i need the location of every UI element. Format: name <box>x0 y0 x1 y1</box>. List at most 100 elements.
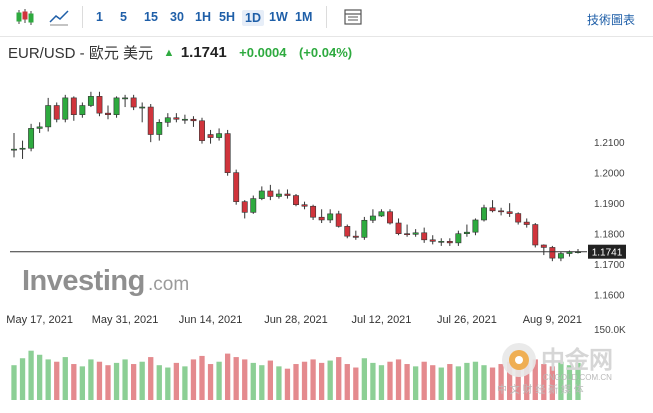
volume-bar <box>541 364 547 400</box>
candle <box>429 235 436 245</box>
volume-bar <box>387 361 393 400</box>
candle <box>549 245 556 262</box>
candle-body <box>549 247 556 259</box>
volume-bar <box>190 359 197 400</box>
volume-bar <box>182 366 188 400</box>
volume-bar <box>276 366 282 400</box>
candle <box>130 94 137 111</box>
candle <box>87 91 94 108</box>
candle <box>11 132 17 158</box>
candle <box>139 102 146 123</box>
area-chart-icon[interactable] <box>48 6 70 28</box>
volume-bar <box>318 362 325 400</box>
interval-1week[interactable]: 1W <box>269 10 288 24</box>
candle-body <box>147 106 154 135</box>
x-tick-label: Jun 14, 2021 <box>179 314 243 326</box>
y-tick-label: 1.1900 <box>594 199 625 210</box>
volume-bar <box>489 367 496 400</box>
candle-body <box>455 233 462 244</box>
candle <box>250 195 257 214</box>
interval-15min[interactable]: 15 <box>144 10 158 24</box>
candle-body <box>96 96 103 114</box>
candle <box>540 244 547 256</box>
volume-bar <box>173 362 180 400</box>
interval-5min[interactable]: 5 <box>120 10 127 24</box>
candle-body <box>87 96 94 106</box>
candle-body <box>318 216 325 221</box>
candle-body <box>224 133 231 173</box>
candle <box>233 169 240 205</box>
candle-body <box>429 239 436 242</box>
candle-body <box>250 198 257 213</box>
candle <box>523 218 530 228</box>
interval-1month[interactable]: 1M <box>295 10 313 24</box>
candle-body <box>532 224 539 246</box>
y-tick-label: 1.1700 <box>594 260 625 271</box>
volume-bar <box>233 357 239 400</box>
candle-body <box>130 97 137 108</box>
candle <box>79 102 86 118</box>
candle-body <box>472 219 479 233</box>
volume-bar <box>71 364 77 400</box>
volume-bar <box>344 364 350 400</box>
candle <box>395 218 402 236</box>
volume-bar <box>524 362 530 400</box>
candle <box>446 238 453 246</box>
candlestick-chart-icon[interactable] <box>14 6 36 28</box>
candle-body <box>79 105 86 115</box>
candle-body <box>28 128 35 149</box>
candle <box>28 123 35 152</box>
volume-bar <box>62 357 68 400</box>
y-tick-label: 1.1800 <box>594 230 625 241</box>
candle <box>53 102 60 123</box>
overlay-name: 中金网 <box>541 346 613 374</box>
candle-body <box>53 105 60 120</box>
volume-bar <box>455 366 462 400</box>
interval-5hour[interactable]: 5H <box>219 10 235 24</box>
volume-bar <box>361 358 368 400</box>
interval-1min[interactable]: 1 <box>96 10 103 24</box>
volume-bar <box>421 361 427 400</box>
x-tick-label: Jul 12, 2021 <box>351 314 411 326</box>
volume-bar <box>224 353 231 400</box>
volume-series <box>11 350 581 400</box>
volume-bar <box>498 364 504 400</box>
candle <box>515 212 522 225</box>
price-change: +0.0004 <box>239 45 287 60</box>
volume-bar <box>79 366 86 400</box>
y-tick-label: 1.2100 <box>594 138 625 149</box>
candle-body <box>498 210 505 213</box>
candle <box>190 116 197 127</box>
volume-bar <box>438 367 444 400</box>
interval-1hour[interactable]: 1H <box>195 10 211 24</box>
technical-chart-link[interactable]: 技術圖表 <box>586 13 635 27</box>
candle-body <box>352 235 359 238</box>
candle-body <box>173 117 180 120</box>
candle <box>241 200 248 219</box>
volume-bar <box>327 360 333 400</box>
candle <box>207 129 214 144</box>
candle-body <box>421 232 428 241</box>
volume-axis-label: 150.0K <box>594 325 626 336</box>
toolbar-divider <box>326 6 327 28</box>
candle-body <box>327 213 334 221</box>
candle <box>438 238 445 246</box>
x-tick-label: Aug 9, 2021 <box>523 314 582 326</box>
candle <box>481 204 487 222</box>
volume-bar <box>558 361 564 400</box>
volume-bar <box>28 350 34 400</box>
volume-bar <box>336 357 342 400</box>
candle <box>113 96 120 118</box>
quote-header: EUR/USD - 歐元 美元 ▲ 1.1741 +0.0004 (+0.04%… <box>8 42 352 66</box>
candle-body <box>301 204 308 207</box>
settings-panel-icon[interactable] <box>342 6 364 28</box>
candle <box>181 114 188 124</box>
interval-1day[interactable]: 1D <box>242 10 264 26</box>
instrument-name: EUR/USD - 歐元 美元 <box>8 45 154 62</box>
volume-bar <box>259 365 265 400</box>
candle-body <box>105 112 111 115</box>
candle <box>62 94 69 123</box>
interval-30min[interactable]: 30 <box>170 10 184 24</box>
candle-body <box>284 193 291 196</box>
